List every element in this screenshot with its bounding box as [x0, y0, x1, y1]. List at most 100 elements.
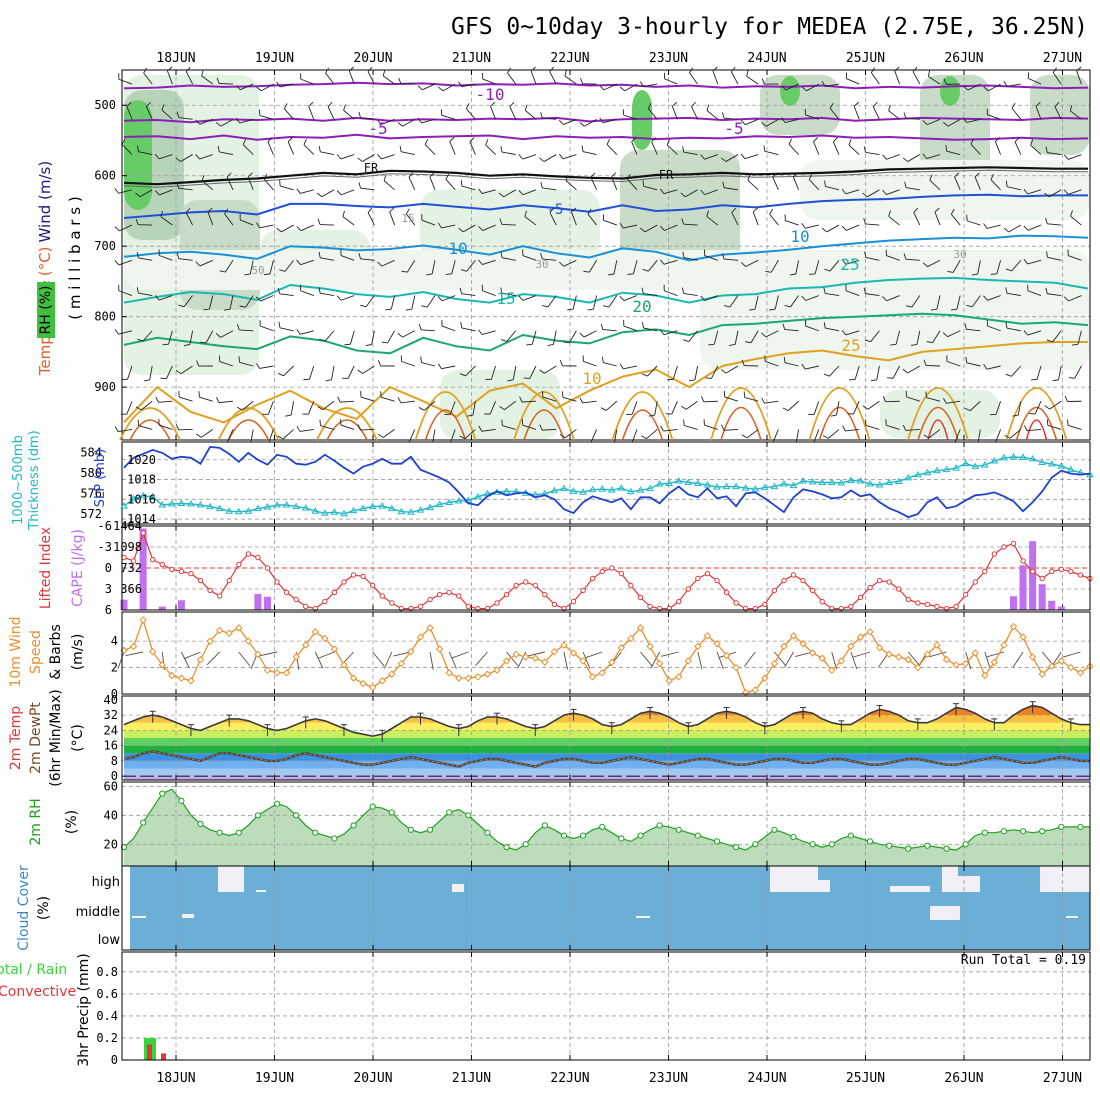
wind-barb-flag — [195, 119, 201, 125]
surface-barb — [929, 651, 947, 658]
wind-barb-flag — [700, 295, 706, 301]
wind-marker — [168, 671, 176, 680]
wind-barb-flag — [405, 308, 412, 311]
li-tick-label: 3 — [105, 582, 112, 596]
rh-marker — [369, 803, 376, 810]
cape-bar — [177, 600, 185, 610]
wind-barb-flag — [296, 259, 301, 265]
wind-barb-flag — [336, 154, 342, 160]
temp-band — [124, 722, 1090, 731]
wind-marker — [292, 653, 300, 661]
wind-barb — [623, 295, 638, 302]
wind-barb — [220, 330, 234, 338]
wind-marker — [904, 655, 912, 664]
bottom-date-label: 25JUN — [846, 1071, 885, 1086]
bottom-date-label: 27JUN — [1043, 1071, 1082, 1086]
wind-barb — [966, 118, 981, 123]
wind-barb-flag — [530, 66, 536, 72]
wind-barb — [603, 118, 617, 124]
wind-barb-flag — [607, 273, 615, 276]
wind-barb-flag — [983, 295, 988, 301]
warm-arc-inner — [424, 409, 467, 441]
wind-barb — [724, 187, 739, 191]
warm-arc — [710, 387, 772, 441]
pressure-tick-label: 700 — [94, 239, 116, 253]
clear-sky — [958, 876, 980, 892]
wind-marker — [761, 674, 769, 682]
wind-barb-flag — [540, 253, 543, 260]
wind-barb-flag — [417, 117, 422, 124]
wind-barb — [185, 71, 194, 85]
wind-barb — [969, 400, 981, 412]
thickness-marker — [359, 504, 367, 512]
wind-barb-flag — [659, 329, 665, 336]
wind-barb-flag — [317, 218, 321, 225]
wind-barb-flag — [401, 270, 408, 273]
li-marker — [542, 591, 548, 598]
wind-marker — [981, 671, 989, 680]
wind-barb-flag — [640, 227, 646, 233]
wind-barb-flag — [683, 419, 685, 426]
cape-bar — [1038, 584, 1046, 610]
wind-barb-flag — [642, 322, 644, 329]
temp-band — [124, 738, 1090, 746]
thickness-marker — [244, 507, 253, 514]
li-marker — [216, 593, 223, 599]
wind-barb-flag — [195, 154, 200, 160]
wind-barb — [946, 360, 961, 367]
svg-text:Cloud Cover: Cloud Cover — [16, 865, 32, 951]
wind-barb — [381, 118, 395, 125]
wind-barb — [421, 118, 436, 124]
wind-barb — [988, 83, 1001, 92]
wind-barb — [226, 176, 234, 191]
wind-barb — [371, 330, 375, 345]
wind-barb — [813, 141, 820, 155]
wind-barb — [501, 151, 516, 156]
rh-label: RH (%) — [37, 282, 55, 338]
wind-barb — [950, 213, 961, 226]
rh-marker — [254, 812, 262, 819]
cape-axis-title: CAPE (J/kg) — [70, 529, 86, 607]
thickness-axis-title: 1000~500mb — [11, 435, 26, 525]
svg-text:2m RH: 2m RH — [28, 798, 44, 845]
isotherm-5 — [123, 193, 1088, 219]
warm-arc-inner — [917, 406, 959, 441]
wind-barb — [1035, 106, 1042, 120]
pressure-tick-label: 600 — [94, 169, 116, 183]
wind-barb — [199, 396, 213, 402]
wind-barb-flag — [408, 172, 414, 178]
wind-barb-flag — [317, 406, 324, 411]
wind-barb-flag — [1063, 189, 1069, 195]
wind-barb — [360, 428, 375, 431]
wind-barb — [562, 154, 577, 160]
wind-barb-flag — [942, 332, 948, 337]
wind-marker — [684, 657, 693, 665]
wind-barb-flag — [398, 77, 402, 84]
wind-barb — [544, 365, 557, 374]
wind-barb-flag — [700, 154, 705, 160]
thickness-tick-label: 572 — [80, 507, 102, 521]
wind-barb — [1049, 400, 1062, 410]
wind-barb — [724, 396, 739, 402]
surface-barb — [661, 651, 679, 657]
wind-barb — [408, 429, 416, 443]
li-marker — [819, 598, 825, 605]
wind-barb — [229, 295, 234, 310]
li-marker — [982, 568, 988, 575]
temp-band — [124, 730, 1090, 738]
wind-barb-flag — [925, 391, 927, 398]
wind-barb — [952, 260, 961, 273]
hot-arc — [927, 419, 949, 441]
thickness-marker — [990, 456, 999, 464]
wind-barb-flag — [418, 323, 422, 330]
wind-barb — [269, 260, 274, 274]
wind-barb-flag — [681, 287, 685, 294]
thickness-marker — [225, 507, 234, 514]
wind-barb-flag — [114, 260, 120, 266]
wind-barb-flag — [1044, 192, 1050, 198]
contour-label: FR — [659, 168, 674, 182]
wind-barb — [138, 257, 153, 261]
wind-barb — [331, 365, 335, 380]
wind-barb-flag — [539, 424, 543, 431]
wind-barb — [542, 396, 557, 402]
